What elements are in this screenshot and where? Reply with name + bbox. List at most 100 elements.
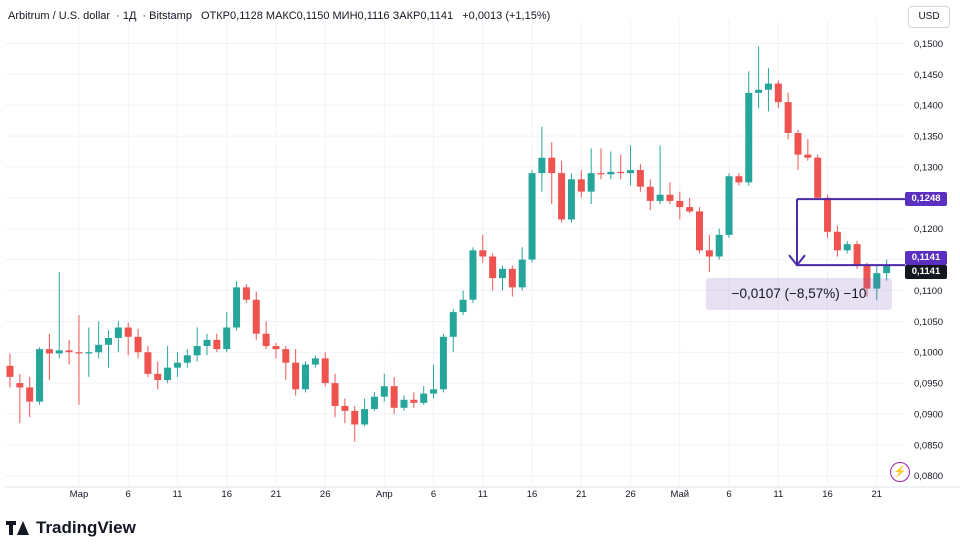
candle[interactable]	[548, 142, 556, 205]
candle[interactable]	[242, 284, 250, 303]
candle[interactable]	[390, 376, 398, 414]
candle[interactable]	[774, 80, 782, 109]
candle[interactable]	[538, 126, 546, 192]
candle[interactable]	[233, 281, 241, 331]
candle[interactable]	[814, 154, 822, 198]
candle[interactable]	[489, 253, 497, 291]
candle[interactable]	[114, 321, 122, 353]
candle[interactable]	[154, 361, 162, 390]
candle[interactable]	[863, 262, 871, 297]
candle-body	[154, 373, 162, 381]
candle[interactable]	[656, 145, 664, 205]
candle[interactable]	[45, 333, 53, 381]
candle[interactable]	[26, 376, 34, 418]
candle[interactable]	[213, 333, 221, 353]
candle[interactable]	[824, 194, 832, 238]
candle[interactable]	[784, 92, 792, 140]
candle[interactable]	[16, 373, 24, 424]
candle[interactable]	[617, 154, 625, 180]
candle-body	[95, 344, 103, 353]
candle[interactable]	[499, 265, 506, 291]
candle[interactable]	[459, 290, 467, 316]
candle[interactable]	[705, 234, 713, 272]
candle[interactable]	[764, 68, 772, 112]
candle[interactable]	[843, 241, 851, 254]
candle[interactable]	[873, 265, 881, 300]
candle[interactable]	[321, 352, 329, 387]
candle[interactable]	[804, 139, 812, 161]
candle[interactable]	[282, 346, 290, 381]
candle[interactable]	[745, 71, 753, 186]
candle[interactable]	[636, 163, 644, 192]
candle[interactable]	[193, 327, 201, 362]
candle[interactable]	[833, 225, 841, 257]
candle[interactable]	[351, 405, 359, 442]
candle[interactable]	[518, 247, 526, 291]
candle[interactable]	[164, 346, 172, 384]
candle[interactable]	[134, 328, 142, 359]
x-tick-label: 21	[576, 489, 587, 500]
candle[interactable]	[380, 373, 388, 402]
currency-button[interactable]: USD	[908, 6, 950, 28]
candle[interactable]	[105, 330, 112, 368]
candle[interactable]	[449, 308, 457, 353]
candle[interactable]	[735, 173, 743, 186]
symbol-name[interactable]: Arbitrum / U.S. dollar	[8, 10, 111, 22]
candle[interactable]	[223, 312, 231, 353]
candle[interactable]	[124, 322, 132, 356]
candle[interactable]	[755, 46, 763, 109]
tradingview-logo[interactable]: TradingView	[6, 518, 136, 538]
candle[interactable]	[597, 148, 605, 180]
candle[interactable]	[36, 347, 44, 405]
candle[interactable]	[567, 173, 575, 223]
candle[interactable]	[252, 291, 260, 340]
candle[interactable]	[666, 182, 674, 205]
interval-label[interactable]: 1Д	[122, 10, 137, 22]
candle[interactable]	[725, 173, 733, 238]
candle[interactable]	[696, 207, 703, 254]
candle[interactable]	[144, 346, 152, 377]
y-tick-label: 0,1300	[914, 162, 943, 173]
candle[interactable]	[262, 321, 270, 350]
candle[interactable]	[469, 247, 477, 303]
candle[interactable]	[370, 392, 378, 411]
candle[interactable]	[528, 170, 536, 263]
candle-body	[321, 358, 329, 384]
candle[interactable]	[883, 259, 891, 281]
candle[interactable]	[55, 271, 63, 359]
candle[interactable]	[577, 170, 585, 198]
candle[interactable]	[302, 361, 309, 393]
candle[interactable]	[311, 355, 319, 368]
candle[interactable]	[272, 342, 280, 359]
candle[interactable]	[627, 145, 635, 186]
candle[interactable]	[686, 197, 694, 214]
candle[interactable]	[607, 151, 615, 180]
candle[interactable]	[85, 327, 93, 377]
candle[interactable]	[558, 160, 566, 223]
bolt-icon[interactable]: ⚡	[890, 462, 910, 482]
candle[interactable]	[430, 364, 438, 399]
candle[interactable]	[75, 315, 83, 405]
candle[interactable]	[331, 373, 339, 418]
candle[interactable]	[292, 349, 300, 396]
candle[interactable]	[400, 395, 408, 411]
candle[interactable]	[439, 333, 447, 393]
candle[interactable]	[173, 352, 181, 377]
candle[interactable]	[65, 339, 73, 365]
candle[interactable]	[676, 191, 684, 220]
candle[interactable]	[587, 148, 595, 205]
candle[interactable]	[95, 321, 103, 359]
candle[interactable]	[794, 129, 802, 171]
candle[interactable]	[479, 234, 487, 263]
candle[interactable]	[361, 398, 369, 427]
candle[interactable]	[508, 265, 516, 297]
candle[interactable]	[715, 228, 723, 260]
candle[interactable]	[420, 386, 428, 405]
candle[interactable]	[410, 392, 418, 408]
candle[interactable]	[646, 179, 654, 211]
candle[interactable]	[183, 349, 191, 368]
candle[interactable]	[6, 353, 14, 388]
candle[interactable]	[203, 333, 211, 356]
candle[interactable]	[341, 398, 349, 424]
